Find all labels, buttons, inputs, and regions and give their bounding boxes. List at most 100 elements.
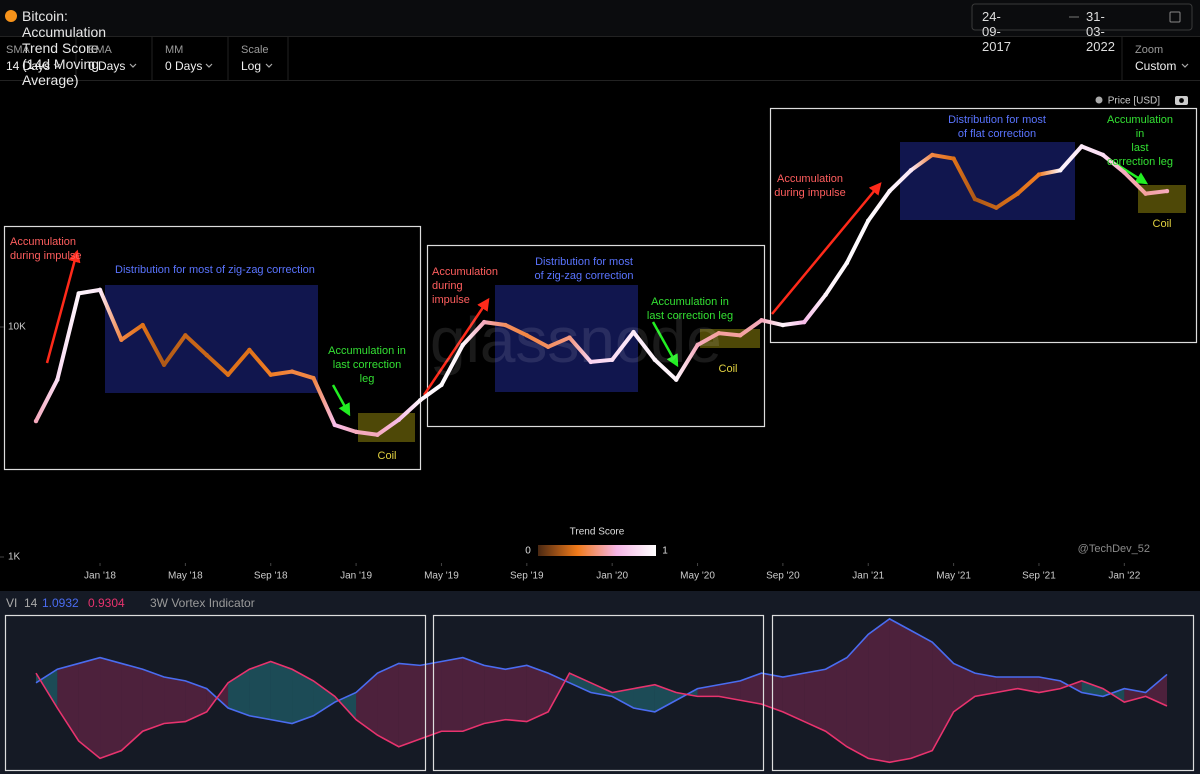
credit: @TechDev_52: [1078, 543, 1150, 555]
price-point: [567, 335, 572, 340]
price-point: [887, 188, 892, 194]
x-tick-label: Jan '21: [852, 571, 884, 582]
vortex-line: [35, 660, 1168, 764]
vortex-area: [782, 673, 805, 722]
vi-title: 3W Vortex Indicator: [150, 596, 255, 610]
vortex-area: [932, 642, 954, 751]
vortex-area: [100, 657, 122, 759]
vortex-area: [825, 657, 847, 747]
watermark: glassnode: [430, 304, 722, 376]
price-point: [844, 260, 850, 266]
vortex-area: [1038, 677, 1061, 693]
colorbar: [538, 545, 656, 556]
x-tick-label: May '20: [680, 571, 715, 582]
vortex-area: [398, 663, 421, 747]
legend-label[interactable]: Price [USD]: [1108, 96, 1160, 107]
vortex-area: [889, 618, 911, 763]
annotation: Distribution for most of zig-zag correct…: [115, 264, 315, 276]
price-point: [503, 322, 508, 328]
control-value[interactable]: Log: [241, 59, 262, 73]
price-point: [140, 322, 145, 328]
annotation: Coil: [1152, 218, 1172, 230]
control-value[interactable]: 0 Days: [88, 59, 126, 73]
x-tick-label: Jan '18: [84, 571, 116, 582]
vortex-area: [718, 680, 741, 701]
title: Bitcoin: Accumulation Trend Score (14d M…: [22, 8, 107, 88]
vortex-area: [228, 669, 250, 716]
header-bar: [0, 0, 1200, 36]
calendar-icon[interactable]: [1169, 11, 1181, 23]
bitcoin-icon: [5, 10, 17, 22]
vortex-area: [484, 665, 506, 724]
price-point: [332, 422, 337, 428]
price-point: [481, 319, 487, 325]
control-value[interactable]: 0 Days: [165, 59, 203, 73]
date-from[interactable]: 24-09-2017: [982, 9, 1011, 54]
price-point: [353, 429, 359, 435]
x-tick-label: Sep '21: [1022, 571, 1056, 582]
vortex-area: [505, 665, 527, 722]
vortex-area: [185, 680, 207, 722]
vortex-area: [740, 673, 762, 705]
x-tick-label: Jan '22: [1108, 571, 1140, 582]
vortex-area: [1017, 677, 1039, 693]
vortex-area: [654, 684, 677, 712]
price-point: [55, 377, 60, 382]
price-point: [76, 291, 81, 296]
vortex-area: [974, 673, 997, 697]
date-box[interactable]: [971, 3, 1193, 31]
price-line: [34, 144, 1169, 437]
vortex-area: [377, 663, 399, 747]
date-to[interactable]: 31-03-2022: [1086, 9, 1115, 54]
vortex-area: [462, 657, 485, 732]
control-value[interactable]: 14 Days: [6, 59, 51, 73]
wave-box: [3, 225, 422, 471]
vortex-area: [249, 661, 271, 720]
vortex-area: [142, 669, 165, 732]
x-tick-label: Jan '20: [596, 571, 628, 582]
price-point: [204, 352, 209, 358]
price-point: [1015, 191, 1020, 196]
price-point: [311, 375, 316, 381]
x-tick-label: Jan '19: [340, 571, 372, 582]
price-point: [866, 218, 871, 223]
distribution-zone: [105, 285, 318, 393]
price-point: [225, 372, 231, 377]
price-point: [289, 369, 295, 374]
colorbar-max: 1: [662, 546, 668, 557]
vortex-area: [910, 630, 933, 759]
price-point: [1079, 144, 1084, 149]
price-point: [631, 329, 636, 335]
vortex-line: [35, 617, 1168, 725]
price-point: [97, 287, 103, 293]
price-point: [716, 330, 722, 336]
zoom-value[interactable]: Custom: [1135, 59, 1177, 73]
arrows: [45, 158, 1149, 417]
control-label: MM: [165, 44, 184, 56]
distribution-zone: [900, 142, 1075, 220]
price-point: [247, 347, 252, 353]
vi-label: VI: [6, 596, 17, 610]
price-point: [33, 418, 39, 424]
price-point: [823, 292, 828, 298]
control-label: Scale: [241, 44, 269, 56]
vortex-area: [633, 684, 655, 712]
wave-box: [432, 614, 765, 772]
x-tick-label: Sep '20: [766, 571, 800, 582]
price-point: [908, 168, 914, 173]
price-point: [161, 362, 167, 367]
legend-swatch: [1095, 96, 1103, 104]
vortex-panel: [0, 591, 1200, 774]
annotation: Accumulation during impulse: [432, 266, 499, 306]
vortex-area: [164, 677, 186, 724]
vortex-area: [846, 634, 869, 759]
price-point: [439, 382, 444, 388]
x-tick-label: Sep '19: [510, 571, 544, 582]
price-point: [695, 342, 700, 348]
vortex-area: [1081, 680, 1103, 697]
wave-box: [426, 244, 766, 428]
camera-lens: [1179, 98, 1184, 103]
vortex-area: [292, 669, 314, 724]
